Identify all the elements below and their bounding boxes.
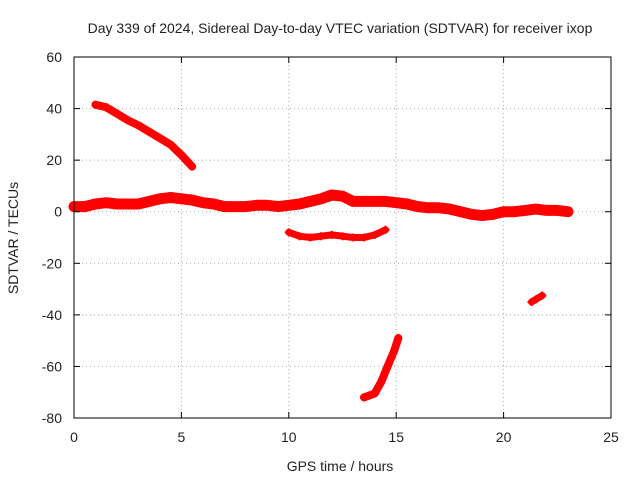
- series-point: [274, 202, 283, 211]
- series-point: [209, 199, 218, 208]
- series-point: [445, 205, 454, 214]
- x-axis-label: GPS time / hours: [287, 458, 394, 474]
- series-point: [553, 206, 562, 215]
- y-tick-label: 60: [46, 49, 62, 65]
- series-point: [134, 121, 143, 130]
- series-point: [102, 198, 111, 207]
- series-point: [383, 362, 392, 371]
- series-point: [284, 201, 293, 210]
- series-point: [91, 100, 100, 109]
- series-point: [413, 202, 422, 211]
- series-point: [134, 199, 143, 208]
- series-point: [327, 190, 336, 199]
- series-point: [381, 197, 390, 206]
- series-point: [377, 377, 386, 386]
- series-point: [123, 199, 132, 208]
- series-point: [478, 211, 487, 220]
- x-tick-label: 15: [388, 429, 404, 445]
- series-point: [359, 233, 368, 242]
- series-point: [263, 201, 272, 210]
- series-point: [538, 291, 547, 300]
- series-point: [531, 205, 540, 214]
- series-point: [392, 198, 401, 207]
- series-point: [166, 140, 175, 149]
- series-point: [306, 197, 315, 206]
- x-tick-label: 20: [496, 429, 512, 445]
- series-point: [370, 230, 379, 239]
- series-point: [123, 116, 132, 125]
- series-point: [188, 162, 197, 171]
- series-point: [349, 233, 358, 242]
- series-point: [317, 232, 326, 241]
- series-point: [145, 127, 154, 136]
- x-tick-label: 0: [70, 429, 78, 445]
- series-point: [542, 206, 551, 215]
- series-point: [370, 197, 379, 206]
- series-point: [91, 199, 100, 208]
- series-point: [166, 193, 175, 202]
- series-point: [359, 393, 368, 402]
- series-point: [198, 198, 207, 207]
- y-tick-label: 0: [54, 204, 62, 220]
- series-point: [177, 194, 186, 203]
- series-point: [155, 194, 164, 203]
- series-point: [499, 207, 508, 216]
- x-tick-label: 10: [281, 429, 297, 445]
- series-layer: [68, 100, 574, 402]
- x-tick-label: 25: [603, 429, 619, 445]
- series-midday-dip: [285, 226, 389, 241]
- series-point: [295, 232, 304, 241]
- series-point: [338, 232, 347, 241]
- series-point: [338, 192, 347, 201]
- series-point: [231, 202, 240, 211]
- grid-layer: [74, 57, 611, 418]
- series-point: [435, 203, 444, 212]
- chart-title: Day 339 of 2024, Sidereal Day-to-day VTE…: [88, 20, 593, 36]
- series-point: [155, 134, 164, 143]
- series-point: [394, 334, 403, 343]
- series-point: [112, 109, 121, 118]
- series-point: [359, 197, 368, 206]
- series-point: [488, 210, 497, 219]
- series-point: [381, 225, 390, 234]
- series-point: [327, 230, 336, 239]
- series-point: [317, 194, 326, 203]
- series-point: [188, 196, 197, 205]
- series-point: [531, 295, 540, 304]
- series-point: [349, 197, 358, 206]
- series-point: [145, 197, 154, 206]
- y-axis-label: SDTVAR / TECUs: [5, 182, 21, 294]
- series-point: [456, 207, 465, 216]
- y-tick-label: -80: [42, 410, 62, 426]
- series-point: [102, 103, 111, 112]
- series-descending-arc-early: [91, 100, 197, 171]
- series-point: [241, 202, 250, 211]
- series-point: [527, 297, 536, 306]
- y-tick-label: 40: [46, 101, 62, 117]
- series-point: [112, 199, 121, 208]
- y-tick-label: -20: [42, 255, 62, 271]
- y-tick-label: -40: [42, 307, 62, 323]
- series-point: [564, 207, 573, 216]
- series-point: [80, 202, 89, 211]
- series-point: [252, 201, 261, 210]
- x-tick-label: 5: [178, 429, 186, 445]
- series-point: [370, 389, 379, 398]
- y-tick-label: -60: [42, 358, 62, 374]
- series-point: [306, 233, 315, 242]
- y-tick-label: 20: [46, 152, 62, 168]
- series-point: [295, 199, 304, 208]
- series-point: [390, 346, 399, 355]
- tick-layer: 0 5 10 15 20 25 -80 -60 -40 -20 0 20 40 60: [42, 49, 619, 445]
- series-point: [424, 203, 433, 212]
- series-point: [467, 210, 476, 219]
- series-point: [521, 206, 530, 215]
- series-point: [220, 202, 229, 211]
- series-point: [402, 199, 411, 208]
- series-point: [284, 228, 293, 237]
- series-point: [177, 150, 186, 159]
- plot-frame: [73, 56, 612, 419]
- series-point: [510, 207, 519, 216]
